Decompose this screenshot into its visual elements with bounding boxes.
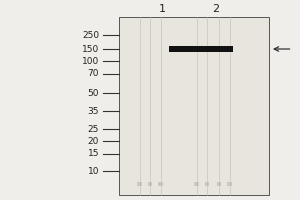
Text: 25: 25 xyxy=(88,124,99,134)
Text: 250: 250 xyxy=(82,30,99,40)
Bar xyxy=(205,182,209,186)
Bar xyxy=(148,182,152,186)
Bar xyxy=(158,182,163,186)
Text: 1: 1 xyxy=(158,4,166,14)
Text: 2: 2 xyxy=(212,4,220,14)
Bar xyxy=(194,182,199,186)
Text: 20: 20 xyxy=(88,136,99,146)
Bar xyxy=(137,182,142,186)
Bar xyxy=(227,182,232,186)
Text: 35: 35 xyxy=(88,107,99,116)
Text: 10: 10 xyxy=(88,166,99,176)
Text: 15: 15 xyxy=(88,150,99,158)
Text: 50: 50 xyxy=(88,88,99,98)
Text: 100: 100 xyxy=(82,56,99,66)
Bar xyxy=(217,182,221,186)
Text: 70: 70 xyxy=(88,70,99,78)
Bar xyxy=(118,17,268,195)
Bar xyxy=(169,46,232,51)
Text: 150: 150 xyxy=(82,45,99,53)
